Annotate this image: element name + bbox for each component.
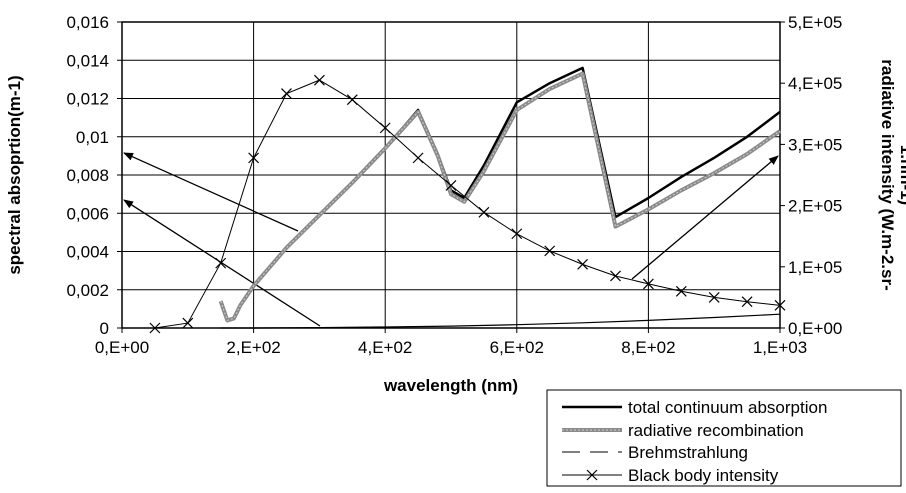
y-left-tick-label: 0,016 bbox=[66, 13, 109, 32]
black-body-point bbox=[445, 179, 457, 191]
black-body-point bbox=[511, 228, 523, 240]
y-left-tick-label: 0,002 bbox=[66, 281, 109, 300]
black-body-point bbox=[675, 285, 687, 297]
legend-swatch-blackbody-marker bbox=[586, 469, 598, 481]
y-left-tick-label: 0 bbox=[100, 319, 109, 338]
y-axis-right-title-line2: 1.nm-1) bbox=[897, 145, 906, 205]
legend-label-total: total continuum absorption bbox=[628, 398, 827, 417]
series-layer bbox=[149, 66, 786, 334]
grid-lines bbox=[117, 21, 785, 333]
black-body-point bbox=[642, 278, 654, 290]
y-left-tick-label: 0,01 bbox=[76, 128, 109, 147]
black-body-point bbox=[577, 258, 589, 270]
y-right-tick-label: 4,E+05 bbox=[788, 74, 842, 93]
y-right-tick-label: 2,E+05 bbox=[788, 197, 842, 216]
x-tick-label: 0,E+00 bbox=[95, 338, 149, 357]
series-line-black-body bbox=[154, 79, 781, 329]
legend-label-brehmstrahlung: Brehmstrahlung bbox=[628, 443, 748, 462]
black-body-point bbox=[544, 245, 556, 257]
x-axis-title: wavelength (nm) bbox=[383, 376, 518, 395]
black-body-point bbox=[313, 74, 325, 86]
x-tick-label: 4,E+02 bbox=[358, 338, 412, 357]
black-body-point bbox=[741, 296, 753, 308]
x-tick-label: 8,E+02 bbox=[621, 338, 675, 357]
black-body-point bbox=[281, 88, 292, 100]
black-body-point bbox=[412, 152, 424, 164]
legend-label-blackbody: Black body intensity bbox=[628, 466, 779, 485]
black-body-point bbox=[248, 152, 260, 164]
y-left-tick-label: 0,008 bbox=[66, 166, 109, 185]
x-tick-label: 1,E+03 bbox=[753, 338, 807, 357]
y-left-tick-label: 0,012 bbox=[66, 90, 109, 109]
black-body-point bbox=[610, 270, 621, 282]
y-right-tick-label: 5,E+05 bbox=[788, 13, 842, 32]
legend-label-recombination: radiative recombination bbox=[628, 421, 804, 440]
black-body-point bbox=[149, 322, 161, 334]
y-right-tick-label: 3,E+05 bbox=[788, 135, 842, 154]
legend: total continuum absorption radiative rec… bbox=[546, 389, 902, 487]
y-axis-right-title-line1: radiative intensity (W.m-2.sr- bbox=[878, 59, 897, 290]
x-tick-label: 6,E+02 bbox=[490, 338, 544, 357]
series-line-radiative-recombination-core bbox=[220, 72, 781, 322]
tick-labels: 0,E+00 2,E+02 4,E+02 6,E+02 8,E+02 1,E+03 0 0,0… bbox=[66, 13, 842, 357]
black-body-point bbox=[478, 206, 490, 218]
y-right-tick-label: 0,E+00 bbox=[788, 319, 842, 338]
y-left-tick-label: 0,006 bbox=[66, 204, 109, 223]
y-right-tick-label: 1,E+05 bbox=[788, 258, 842, 277]
black-body-point bbox=[379, 122, 391, 134]
black-body-point bbox=[774, 299, 786, 311]
annotation-arrows bbox=[123, 152, 779, 327]
annotation-arrow bbox=[631, 155, 779, 280]
black-body-point bbox=[708, 291, 720, 303]
x-tick-label: 2,E+02 bbox=[226, 338, 280, 357]
annotation-arrow bbox=[123, 199, 321, 327]
black-body-point bbox=[346, 94, 358, 106]
black-body-point bbox=[215, 257, 227, 269]
y-axis-left-title: spectral absoprtion(m-1) bbox=[5, 75, 24, 274]
series-line-brehmstrahlung bbox=[220, 313, 781, 329]
y-left-tick-label: 0,014 bbox=[66, 51, 109, 70]
black-body-point bbox=[182, 317, 194, 329]
annotation-arrow bbox=[123, 152, 299, 232]
y-left-tick-label: 0,004 bbox=[66, 243, 109, 262]
